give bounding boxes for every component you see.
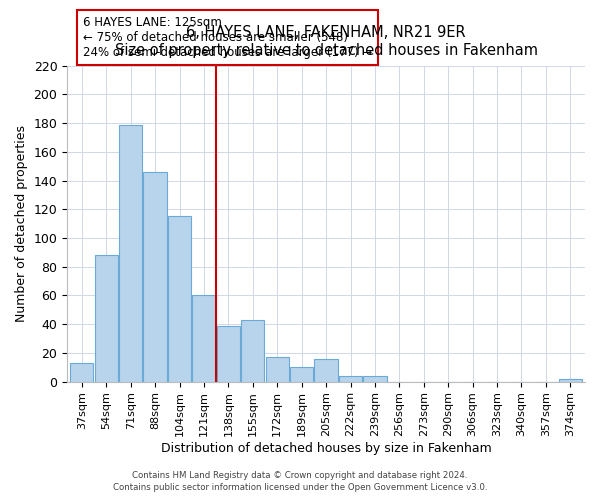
- Bar: [314, 358, 338, 382]
- Text: 6 HAYES LANE: 125sqm
← 75% of detached houses are smaller (548)
24% of semi-deta: 6 HAYES LANE: 125sqm ← 75% of detached h…: [83, 16, 372, 60]
- Bar: [339, 376, 362, 382]
- Bar: [193, 296, 215, 382]
- Bar: [290, 367, 313, 382]
- Bar: [266, 357, 289, 382]
- Bar: [95, 255, 118, 382]
- Bar: [70, 363, 94, 382]
- Bar: [119, 124, 142, 382]
- X-axis label: Distribution of detached houses by size in Fakenham: Distribution of detached houses by size …: [161, 442, 491, 455]
- Bar: [241, 320, 265, 382]
- Bar: [364, 376, 386, 382]
- Bar: [217, 326, 240, 382]
- Bar: [559, 378, 582, 382]
- Bar: [168, 216, 191, 382]
- Bar: [143, 172, 167, 382]
- Title: 6, HAYES LANE, FAKENHAM, NR21 9ER
Size of property relative to detached houses i: 6, HAYES LANE, FAKENHAM, NR21 9ER Size o…: [115, 25, 538, 58]
- Y-axis label: Number of detached properties: Number of detached properties: [15, 125, 28, 322]
- Text: Contains HM Land Registry data © Crown copyright and database right 2024.
Contai: Contains HM Land Registry data © Crown c…: [113, 471, 487, 492]
